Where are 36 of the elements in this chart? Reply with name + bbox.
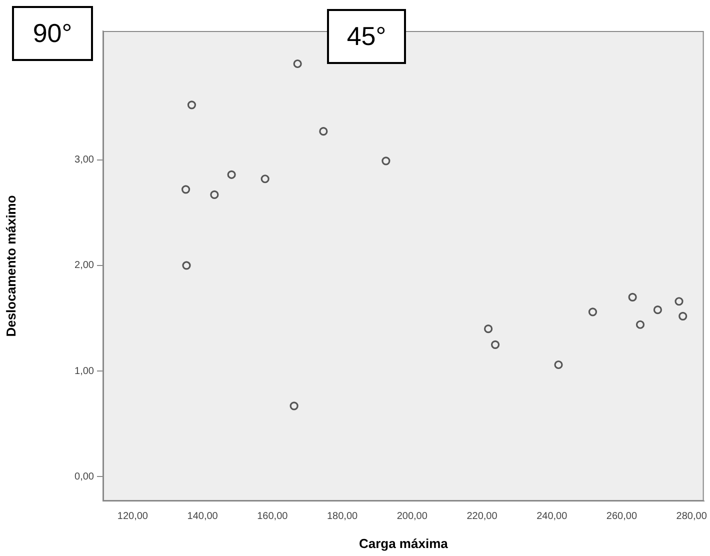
point (554, 360, 563, 370)
y-tick-label: 3,00 (74, 154, 94, 166)
point (293, 59, 302, 68)
point (182, 261, 191, 270)
point (181, 185, 190, 194)
point (382, 156, 390, 166)
x-tick-label: 260,00 (606, 510, 638, 522)
x-tick-label: 280,00 (676, 510, 708, 522)
y-tick-label: 0,00 (74, 471, 94, 482)
y-tick-label: 2,00 (74, 260, 94, 272)
x-tick-label: 180,00 (326, 510, 358, 522)
x-axis-title: Carga máxima (358, 536, 449, 551)
x-tick-label: 220,00 (466, 510, 498, 522)
point (484, 324, 493, 334)
x-tick-label: 240,00 (536, 510, 568, 522)
point (260, 174, 270, 184)
x-tick-label: 160,00 (257, 510, 288, 522)
annotation: 45° (327, 9, 406, 64)
x-tick-label: 140,00 (187, 510, 218, 522)
point (653, 306, 662, 314)
text: 90° (12, 6, 93, 61)
point (187, 100, 196, 110)
y-axis-title: Deslocamento máximo (3, 195, 18, 337)
y-tick-label: 1,00 (74, 366, 94, 377)
point (319, 127, 328, 136)
point (588, 308, 598, 316)
point (490, 340, 500, 349)
point (210, 190, 219, 200)
point (636, 320, 645, 329)
point (227, 170, 236, 179)
point (678, 312, 688, 320)
x-tick-label: 200,00 (396, 510, 428, 522)
point (674, 297, 684, 306)
x-tick-label: 120,00 (117, 510, 148, 522)
point (290, 402, 298, 410)
point (628, 292, 637, 302)
